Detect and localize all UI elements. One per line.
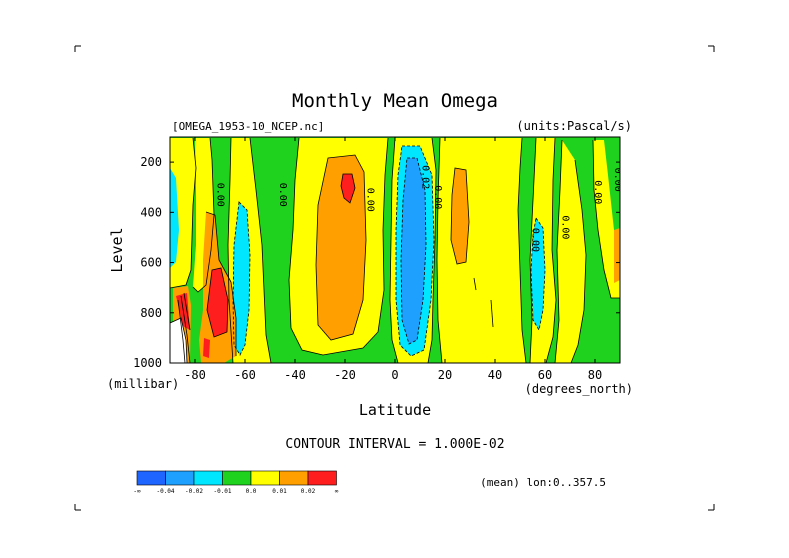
- contour-interval-text: CONTOUR INTERVAL = 1.000E-02: [285, 437, 504, 452]
- band-cyan: [531, 218, 545, 330]
- band-cyan: [170, 168, 179, 268]
- contour-line: [427, 137, 437, 363]
- x-tick-label: 60: [538, 368, 552, 382]
- contour-label: 0.00: [530, 228, 541, 252]
- legend-swatch: [136, 470, 166, 486]
- contour-line: [490, 299, 494, 328]
- contour-line: [315, 154, 367, 341]
- x-tick-label: 0: [391, 368, 398, 382]
- x-tick-label: -60: [234, 368, 256, 382]
- band-orange: [451, 168, 469, 264]
- contour-line: [205, 211, 237, 356]
- legend-label: -0.01: [213, 488, 231, 495]
- contour-line: [592, 139, 620, 299]
- y-axis-units: (millibar): [107, 377, 179, 391]
- x-tick-label: -80: [184, 368, 206, 382]
- contour-label: 0.00: [215, 183, 226, 207]
- contour-line: [529, 137, 537, 363]
- legend-swatch: [279, 470, 309, 486]
- contour-line: [570, 159, 587, 363]
- contour-label: 0.00: [277, 183, 288, 207]
- legend-label: -0.02: [185, 488, 203, 495]
- legend-swatch: [165, 470, 195, 486]
- legend-label: -∞: [133, 488, 141, 495]
- dataset-source: [OMEGA_1953-10_NCEP.nc]: [172, 120, 324, 133]
- contour-line: [227, 137, 234, 363]
- y-tick-label: 400: [140, 205, 162, 219]
- legend-swatch: [193, 470, 223, 486]
- contour-lines: [170, 137, 620, 363]
- y-tick-label: 800: [140, 306, 162, 320]
- band-red: [207, 268, 228, 337]
- color-legend: -∞ -0.04 -0.02 -0.01 0.0 0.01 0.02 ∞: [133, 470, 339, 495]
- legend-swatch: [222, 470, 252, 486]
- contour-line: [517, 137, 527, 363]
- contour-line: [170, 317, 188, 363]
- contour-line: [232, 201, 251, 356]
- x-tick-label: 40: [488, 368, 502, 382]
- x-tick-label: -40: [284, 368, 306, 382]
- contour-line: [192, 137, 215, 293]
- contour-line: [170, 137, 197, 289]
- x-tick-label: -20: [334, 368, 356, 382]
- y-tick-label: 200: [140, 155, 162, 169]
- units-label: (units:Pascal/s): [516, 119, 632, 133]
- contour-label: 0.00: [365, 188, 376, 212]
- contour-line: [436, 137, 443, 363]
- contour-label: 0.00: [592, 180, 603, 204]
- legend-label: 0.01: [272, 488, 287, 495]
- x-tick-label: 20: [438, 368, 452, 382]
- contour-line: [554, 139, 563, 363]
- legend-label: -0.04: [156, 488, 174, 495]
- band-yellow: [437, 138, 526, 363]
- contour-label-group: 0.00 0.00 0.000.020.000.000.000.000.00: [215, 165, 623, 252]
- band-yellow: [555, 140, 586, 363]
- legend-label: 0.02: [301, 488, 316, 495]
- contour-line: [395, 145, 435, 357]
- x-tick-label: 80: [588, 368, 602, 382]
- contour-label: 0.00: [432, 185, 443, 209]
- band-blue: [401, 158, 426, 344]
- missing-data-region: [170, 318, 187, 363]
- band-orange: [614, 228, 620, 283]
- contour-label: 0.00: [612, 168, 623, 192]
- corner-marks: [74, 45, 715, 511]
- band-red: [341, 174, 355, 203]
- contour-line: [206, 267, 229, 338]
- band-cyan: [233, 202, 250, 355]
- legend-label: ∞: [335, 488, 339, 495]
- contour-line: [389, 137, 399, 363]
- contour-label: 0.02: [420, 165, 431, 189]
- contour-label: 0.00: [560, 215, 571, 239]
- band-orange: [316, 155, 366, 340]
- y-axis-title: Level: [108, 227, 126, 272]
- mean-lon-text: (mean) lon:0..357.5: [480, 476, 606, 489]
- contour-line: [545, 137, 557, 363]
- y-axis: 200 400 600 800 1000: [133, 155, 620, 370]
- band-red: [203, 338, 210, 358]
- contour-line: [340, 173, 356, 204]
- legend-swatch: [250, 470, 280, 486]
- y-tick-label: 1000: [133, 356, 162, 370]
- x-axis-title: Latitude: [359, 401, 431, 419]
- contour-line: [177, 292, 191, 363]
- legend-swatch: [307, 470, 337, 486]
- chart-title: Monthly Mean Omega: [292, 90, 498, 112]
- contour-line: [473, 277, 477, 291]
- legend-label: 0.0: [246, 488, 257, 495]
- contour-line: [249, 137, 272, 363]
- x-axis: -80 -60 -40 -20 0 20 40 60 80: [184, 137, 602, 382]
- band-yellow: [593, 140, 620, 298]
- y-tick-label: 600: [140, 256, 162, 270]
- contour-line: [450, 167, 470, 265]
- contour-line: [530, 216, 546, 332]
- x-axis-units: (degrees_north): [525, 382, 633, 396]
- contour-line: [288, 137, 389, 356]
- contour-line: [400, 157, 427, 345]
- contour-field: 0.00 0.00 0.000.020.000.000.000.000.00: [170, 137, 623, 363]
